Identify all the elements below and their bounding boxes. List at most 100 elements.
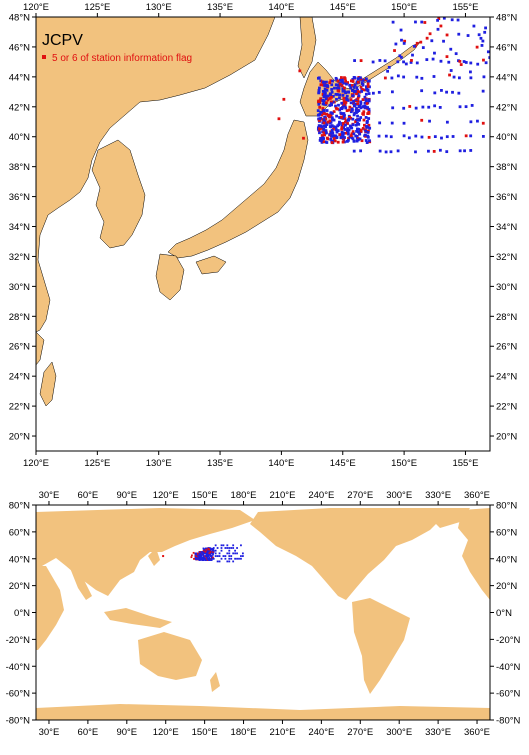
station-marker (350, 126, 354, 130)
station-marker (377, 90, 381, 94)
lon-tick-label-top: 150°E (192, 490, 218, 501)
flagged-station-marker (328, 119, 332, 123)
station-marker (445, 120, 449, 124)
station-marker (427, 105, 431, 109)
land-north-america (250, 508, 446, 600)
station-marker (440, 89, 443, 92)
flagged-station-marker (317, 99, 320, 103)
land-indonesia (104, 608, 172, 628)
station-marker (317, 88, 321, 92)
regional-map-panel: 120°E 120°E 125°E 125°E 130°E 130°E 135°E 135°E… (9, 2, 518, 469)
flagged-station-marker (428, 32, 432, 36)
station-marker (214, 544, 217, 547)
station-marker (351, 94, 355, 98)
station-marker (345, 94, 349, 98)
station-marker (481, 39, 485, 43)
station-marker (414, 20, 417, 24)
station-marker (454, 52, 458, 56)
station-marker (365, 87, 369, 91)
flagged-station-marker (332, 110, 336, 114)
station-marker (469, 120, 473, 124)
station-marker (202, 555, 205, 558)
flagged-station-marker (481, 121, 485, 125)
station-marker (228, 557, 231, 560)
lat-tick-label-left: 22°N (9, 402, 30, 413)
flagged-station-marker (325, 101, 328, 105)
station-marker (331, 100, 335, 104)
station-marker (218, 560, 221, 563)
station-marker (451, 90, 454, 94)
lat-tick-label-left: 26°N (9, 342, 30, 353)
lon-tick-label-top: 135°E (207, 2, 233, 13)
station-marker (457, 32, 461, 36)
flagged-station-marker (363, 88, 367, 92)
station-marker (351, 137, 355, 141)
flagged-station-marker (337, 89, 341, 93)
flagged-station-marker (362, 112, 365, 116)
station-marker (361, 83, 365, 86)
station-marker (201, 551, 204, 554)
station-marker (331, 134, 335, 138)
flagged-station-marker (319, 97, 323, 101)
station-marker (207, 551, 210, 553)
station-marker (337, 87, 341, 90)
flagged-station-marker (363, 123, 366, 127)
land-kyushu (155, 253, 185, 301)
station-marker (323, 87, 327, 91)
flagged-station-marker (328, 115, 332, 119)
flagged-station-marker (320, 134, 324, 137)
station-marker (240, 557, 242, 560)
flagged-station-marker (318, 127, 321, 131)
station-marker (355, 106, 358, 110)
station-marker (384, 150, 388, 154)
flagged-station-marker (482, 58, 485, 62)
station-marker (220, 547, 223, 549)
flagged-station-marker (354, 120, 357, 124)
station-marker (344, 106, 348, 110)
station-marker (364, 129, 368, 133)
station-marker (428, 119, 431, 123)
station-marker (430, 39, 434, 43)
station-marker (440, 136, 443, 140)
station-marker (343, 128, 347, 131)
station-marker (226, 544, 229, 547)
station-marker (324, 125, 328, 129)
lon-tick-label-bottom: 150°E (391, 458, 417, 469)
lat-tick-label-right: 38°N (496, 162, 517, 173)
station-marker (328, 104, 332, 107)
lon-tick-label-bottom: 140°E (268, 458, 294, 469)
station-marker (389, 135, 393, 139)
station-marker (322, 109, 326, 112)
flagged-station-marker (277, 117, 281, 121)
station-marker (396, 74, 400, 78)
station-marker (195, 556, 197, 559)
station-marker (359, 100, 363, 104)
station-marker (214, 549, 217, 552)
station-marker (338, 120, 341, 124)
station-marker (206, 556, 209, 559)
station-marker (462, 60, 466, 63)
lat-tick-label-right: -40°N (496, 662, 521, 673)
global-station-markers (162, 544, 244, 563)
station-marker (349, 86, 353, 90)
lat-tick-label-right: 36°N (496, 192, 517, 203)
land-honshu (167, 119, 309, 259)
station-marker (420, 20, 424, 24)
lat-tick-label-right: -80°N (496, 716, 521, 727)
station-marker (346, 129, 349, 133)
station-marker (324, 91, 327, 95)
station-marker (447, 60, 451, 64)
flagged-station-marker (318, 118, 322, 122)
station-marker (324, 129, 328, 133)
station-marker (390, 76, 394, 80)
flagged-station-marker (325, 112, 329, 116)
station-marker (335, 93, 339, 96)
station-marker (427, 149, 430, 153)
station-marker (324, 121, 327, 125)
station-marker (394, 42, 398, 46)
station-marker (356, 121, 359, 125)
station-marker (322, 99, 326, 103)
station-marker (212, 557, 215, 560)
station-marker (202, 547, 205, 550)
